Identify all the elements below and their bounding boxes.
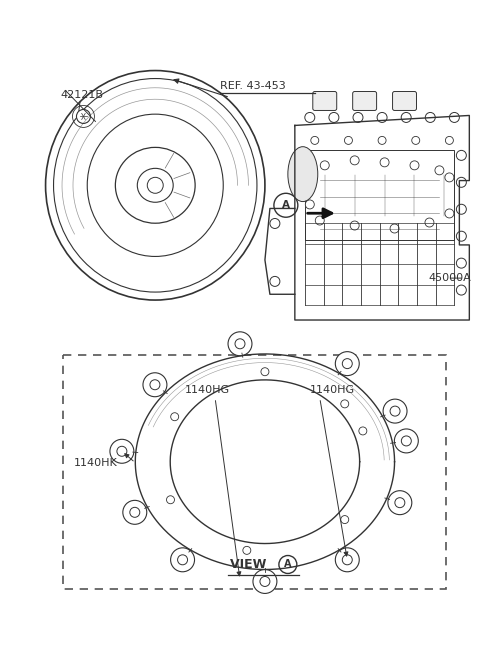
- Circle shape: [170, 548, 194, 572]
- Text: 42121B: 42121B: [60, 91, 104, 100]
- FancyBboxPatch shape: [313, 91, 336, 110]
- Circle shape: [377, 112, 387, 123]
- Circle shape: [383, 399, 407, 423]
- Circle shape: [456, 204, 467, 215]
- Circle shape: [435, 166, 444, 175]
- Circle shape: [445, 136, 454, 144]
- Text: 1140HG: 1140HG: [310, 385, 355, 395]
- Circle shape: [401, 112, 411, 123]
- Circle shape: [260, 577, 270, 586]
- Circle shape: [390, 224, 399, 233]
- Circle shape: [320, 161, 329, 170]
- Text: 1140HG: 1140HG: [185, 385, 230, 395]
- Circle shape: [342, 555, 352, 565]
- Text: 1140HK: 1140HK: [73, 458, 117, 468]
- Circle shape: [336, 548, 359, 572]
- Circle shape: [410, 161, 419, 170]
- Circle shape: [336, 352, 359, 376]
- Circle shape: [378, 136, 386, 144]
- Circle shape: [449, 112, 459, 123]
- Circle shape: [274, 194, 298, 217]
- Circle shape: [350, 156, 359, 165]
- Circle shape: [456, 285, 467, 295]
- Circle shape: [350, 221, 359, 230]
- Circle shape: [150, 380, 160, 390]
- Circle shape: [390, 406, 400, 416]
- Circle shape: [110, 440, 134, 463]
- Text: REF. 43-453: REF. 43-453: [220, 81, 286, 91]
- Circle shape: [315, 216, 324, 225]
- Circle shape: [279, 556, 297, 573]
- Circle shape: [167, 496, 175, 504]
- Circle shape: [341, 516, 349, 523]
- Text: 45000A: 45000A: [429, 273, 471, 283]
- FancyBboxPatch shape: [393, 91, 417, 110]
- Circle shape: [445, 209, 454, 218]
- Circle shape: [395, 429, 418, 453]
- Circle shape: [380, 158, 389, 167]
- Circle shape: [345, 136, 352, 144]
- Circle shape: [311, 136, 319, 144]
- Circle shape: [353, 112, 363, 123]
- Text: A: A: [282, 200, 290, 211]
- Circle shape: [270, 276, 280, 287]
- Bar: [62, 355, 446, 590]
- Circle shape: [261, 368, 269, 376]
- Circle shape: [388, 491, 412, 515]
- FancyBboxPatch shape: [353, 91, 377, 110]
- Circle shape: [456, 150, 467, 160]
- Circle shape: [425, 112, 435, 123]
- Text: VIEW: VIEW: [230, 558, 271, 571]
- Circle shape: [130, 507, 140, 518]
- Circle shape: [359, 427, 367, 435]
- Ellipse shape: [288, 147, 318, 201]
- Circle shape: [456, 231, 467, 241]
- Circle shape: [243, 546, 251, 554]
- Circle shape: [178, 555, 188, 565]
- Circle shape: [235, 338, 245, 349]
- Circle shape: [342, 359, 352, 369]
- Circle shape: [341, 400, 349, 408]
- Circle shape: [76, 110, 90, 123]
- Circle shape: [401, 436, 411, 446]
- Circle shape: [305, 112, 315, 123]
- Circle shape: [253, 569, 277, 594]
- Circle shape: [117, 446, 127, 457]
- Circle shape: [171, 413, 179, 420]
- Circle shape: [456, 177, 467, 188]
- Circle shape: [123, 501, 147, 524]
- Circle shape: [329, 112, 339, 123]
- Circle shape: [395, 498, 405, 508]
- Circle shape: [143, 373, 167, 397]
- Text: A: A: [284, 560, 292, 569]
- Bar: [305, 150, 455, 241]
- Circle shape: [412, 136, 420, 144]
- Circle shape: [445, 173, 454, 182]
- Circle shape: [456, 258, 467, 268]
- Circle shape: [305, 200, 314, 209]
- Circle shape: [305, 182, 314, 191]
- Circle shape: [270, 218, 280, 228]
- Circle shape: [425, 218, 434, 227]
- Circle shape: [228, 332, 252, 356]
